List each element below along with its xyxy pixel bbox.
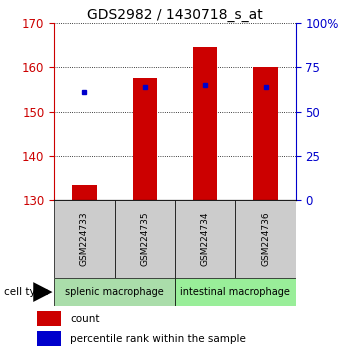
Text: splenic macrophage: splenic macrophage [65, 287, 164, 297]
Bar [236, 200, 296, 278]
Polygon shape [33, 282, 52, 302]
Bar [115, 200, 175, 278]
Bar [175, 278, 296, 306]
Bar [133, 78, 157, 200]
Bar [175, 200, 235, 278]
Text: count: count [70, 314, 100, 324]
Bar [54, 200, 114, 278]
Bar [193, 47, 217, 200]
Text: cell type: cell type [4, 287, 48, 297]
Text: GSM224736: GSM224736 [261, 212, 270, 266]
Bar [37, 331, 61, 346]
Title: GDS2982 / 1430718_s_at: GDS2982 / 1430718_s_at [87, 8, 263, 22]
Text: GSM224734: GSM224734 [201, 212, 210, 266]
Bar [37, 311, 61, 326]
Bar [253, 67, 278, 200]
Text: intestinal macrophage: intestinal macrophage [181, 287, 290, 297]
Text: percentile rank within the sample: percentile rank within the sample [70, 333, 246, 343]
Bar [72, 184, 97, 200]
Text: GSM224735: GSM224735 [140, 212, 149, 266]
Bar [54, 278, 175, 306]
Text: GSM224733: GSM224733 [80, 212, 89, 266]
